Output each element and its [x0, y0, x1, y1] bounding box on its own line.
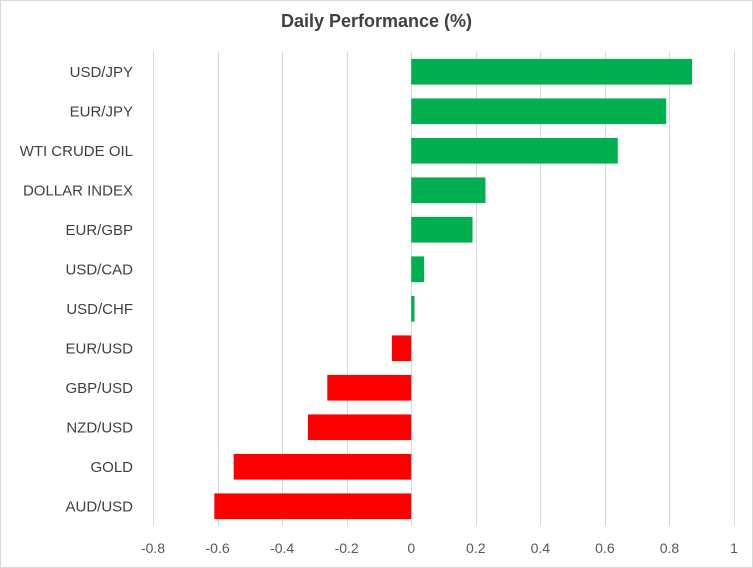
bar [411, 98, 667, 125]
x-tick-label: 0.8 [660, 540, 680, 556]
bar [411, 177, 486, 204]
category-labels: USD/JPY EUR/JPY WTI CRUDE OIL DOLLAR INDEX E… [20, 64, 134, 516]
x-tick-label: 0.2 [466, 540, 486, 556]
x-tick-label: 0.4 [531, 540, 551, 556]
chart-title: Daily Performance (%) [280, 11, 473, 31]
x-tick-label: -0.8 [141, 540, 165, 556]
category-label: WTI CRUDE OIL [20, 143, 133, 160]
x-tick-label: 1 [730, 540, 738, 556]
category-label: AUD/USD [65, 498, 133, 515]
category-label: GOLD [90, 459, 133, 476]
bar [411, 256, 425, 283]
bar [411, 58, 693, 85]
x-tick-label: -0.4 [270, 540, 294, 556]
category-label: EUR/GBP [65, 222, 133, 239]
category-label: USD/JPY [70, 64, 133, 81]
category-label: EUR/USD [65, 340, 133, 357]
x-axis-tick-labels: -0.8 -0.6 -0.4 -0.2 0 0.2 0.4 0.6 0.8 1 [141, 540, 738, 556]
x-tick-label: 0.6 [595, 540, 615, 556]
gridlines [153, 52, 735, 526]
category-label: USD/CHF [66, 301, 133, 318]
bar [233, 453, 412, 480]
x-tick-label: 0 [407, 540, 415, 556]
category-label: GBP/USD [65, 380, 133, 397]
x-tick-label: -0.6 [205, 540, 229, 556]
category-label: NZD/USD [66, 419, 133, 436]
bar [411, 216, 473, 243]
bars [214, 58, 693, 520]
x-tick-label: -0.2 [335, 540, 359, 556]
bar [391, 335, 412, 362]
bar [411, 137, 618, 164]
category-label: USD/CAD [65, 261, 133, 278]
bar [307, 414, 412, 441]
bar [214, 493, 412, 520]
bar [411, 295, 415, 322]
bar [327, 374, 412, 401]
category-label: DOLLAR INDEX [23, 182, 133, 199]
category-label: EUR/JPY [70, 103, 133, 120]
